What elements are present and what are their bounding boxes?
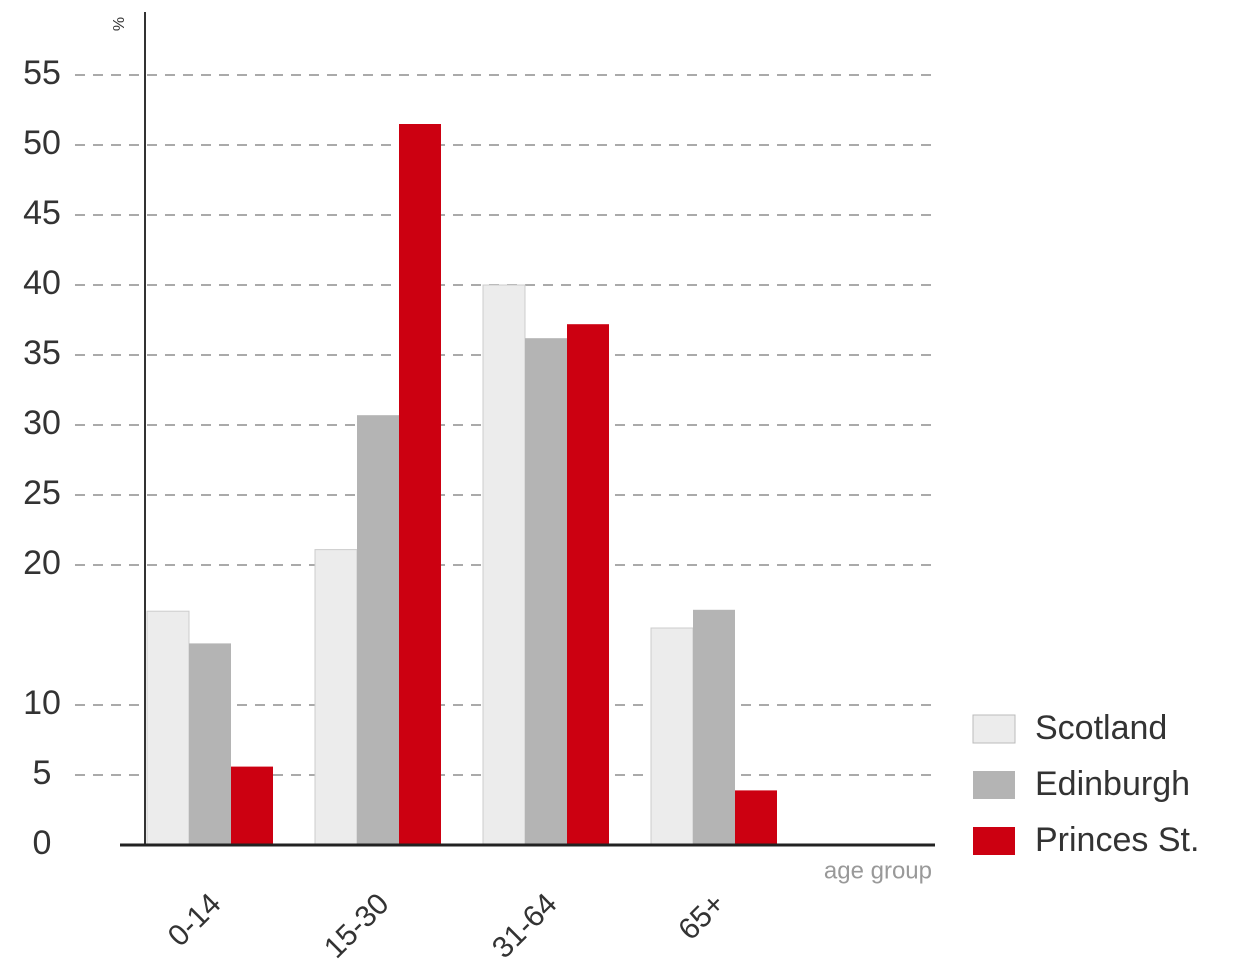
y-tick-label: 40 xyxy=(23,264,61,302)
bar xyxy=(399,124,441,845)
bar xyxy=(231,766,273,845)
y-tick-label: 10 xyxy=(23,684,61,722)
bar xyxy=(357,415,399,845)
x-tick-label: 31-64 xyxy=(486,887,564,960)
bar xyxy=(482,284,526,846)
y-tick-label: 45 xyxy=(23,194,61,232)
y-tick-label: 0 xyxy=(33,824,52,862)
legend-label: Edinburgh xyxy=(1035,765,1190,803)
legend-swatch xyxy=(973,827,1015,855)
y-axis-label: % xyxy=(111,17,128,31)
x-axis-label: age group xyxy=(824,857,932,884)
y-tick-label: 25 xyxy=(23,474,61,512)
x-tick-label: 65+ xyxy=(672,887,731,946)
bar xyxy=(650,627,694,846)
y-tick-label: 5 xyxy=(33,754,52,792)
bar xyxy=(735,790,777,845)
y-tick-label: 30 xyxy=(23,404,61,442)
legend-swatch xyxy=(973,771,1015,799)
legend-label: Scotland xyxy=(1035,709,1167,747)
y-tick-label: 20 xyxy=(23,544,61,582)
y-tick-label: 35 xyxy=(23,334,61,372)
bar xyxy=(189,643,231,845)
y-tick-label: 55 xyxy=(23,54,61,92)
bar xyxy=(693,609,735,845)
x-tick-label: 0-14 xyxy=(162,887,228,953)
legend-label: Princes St. xyxy=(1035,821,1199,859)
legend-swatch xyxy=(972,714,1016,744)
bar xyxy=(567,324,609,845)
bar xyxy=(314,549,358,846)
bar xyxy=(146,610,190,846)
bar xyxy=(525,338,567,845)
y-tick-label: 50 xyxy=(23,124,61,162)
x-tick-label: 15-30 xyxy=(318,887,396,960)
